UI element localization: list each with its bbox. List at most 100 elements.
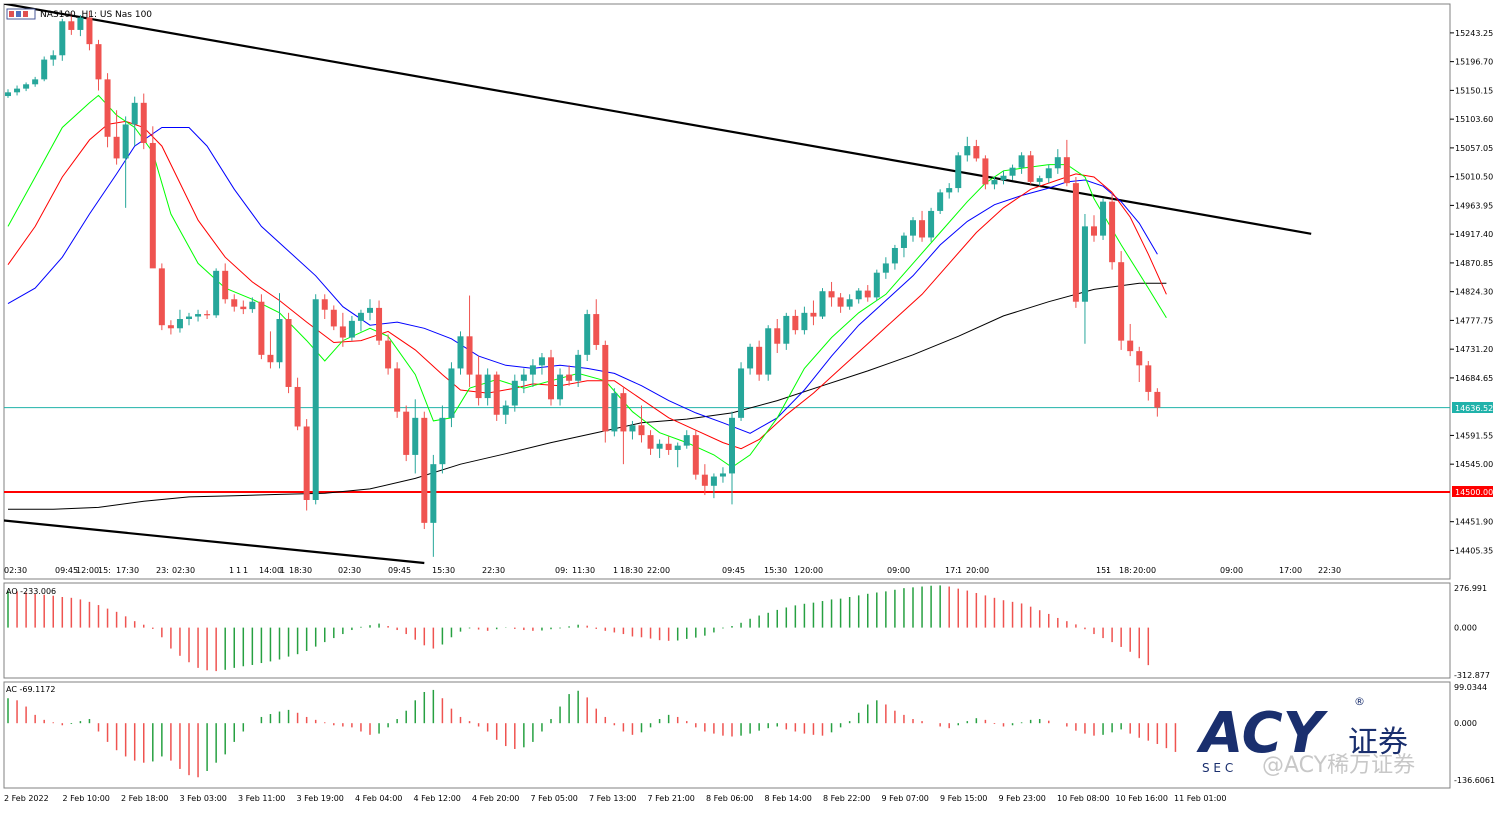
candle	[68, 12, 75, 35]
candle-body	[484, 374, 491, 399]
date-label: 11 Feb 01:00	[1174, 794, 1226, 803]
candle-body	[991, 180, 998, 185]
candle	[647, 430, 654, 455]
candle	[1127, 323, 1134, 357]
candle	[348, 315, 355, 341]
candle-body	[394, 368, 401, 412]
candle	[140, 93, 147, 150]
candle-body	[77, 17, 84, 30]
candle	[946, 183, 953, 199]
date-label: 3 Feb 19:00	[297, 794, 344, 803]
candle	[357, 309, 364, 332]
ac-frame	[3, 681, 1451, 789]
candle-body	[140, 102, 147, 143]
candle-body	[240, 306, 247, 310]
price-tick-label: 14591.55	[1455, 431, 1493, 440]
candle-body	[1036, 178, 1043, 182]
candle	[729, 411, 735, 505]
candle-body	[593, 314, 600, 345]
candle	[928, 207, 935, 242]
candle-body	[783, 315, 790, 344]
candle-body	[566, 374, 573, 381]
price-panel	[4, 4, 1450, 565]
candle	[195, 309, 202, 322]
price-tick-label: 14731.20	[1455, 345, 1493, 354]
candle-body	[493, 374, 500, 415]
candle-body	[249, 301, 256, 310]
candle-body	[846, 299, 853, 307]
time-label: 17:30	[116, 566, 139, 575]
candle	[502, 400, 509, 425]
axes: 15243.25 15196.70 15150.15 15103.60 15057.05…	[4, 29, 1495, 803]
candle	[249, 297, 256, 313]
candle	[548, 349, 554, 406]
ac-tick-label: 99.0344	[1454, 683, 1487, 692]
candle	[738, 362, 745, 421]
candle	[448, 362, 455, 428]
candle-body	[1136, 351, 1143, 366]
date-label: 7 Feb 13:00	[589, 794, 636, 803]
candle	[403, 405, 410, 462]
candle	[756, 340, 763, 381]
time-label: 09:45	[388, 566, 411, 575]
candle-body	[774, 328, 781, 344]
time-label: 22:30	[482, 566, 505, 575]
date-label: 10 Feb 16:00	[1116, 794, 1168, 803]
candle-body	[95, 44, 102, 80]
ao-panel	[7, 585, 1150, 672]
candle-body	[1054, 157, 1061, 169]
candle-body	[276, 319, 283, 363]
candle-body	[357, 312, 364, 321]
credit-text: @ACY稀万证券	[1262, 753, 1415, 778]
candle-body	[41, 59, 48, 80]
candle	[837, 293, 844, 313]
candle	[855, 288, 862, 304]
candle	[430, 454, 437, 557]
candle	[1063, 139, 1070, 187]
price-tick-label: 14917.40	[1455, 230, 1493, 239]
candle-body	[919, 220, 926, 238]
candle	[131, 96, 138, 147]
candle	[674, 442, 681, 468]
candle	[213, 268, 220, 318]
candle-body	[1127, 340, 1134, 352]
candle-body	[448, 368, 455, 418]
date-label: 8 Feb 22:00	[823, 794, 870, 803]
candle	[593, 299, 600, 350]
candle	[538, 352, 545, 375]
candle-body	[23, 84, 30, 89]
time-label: 09:45	[55, 566, 78, 575]
candle-body	[14, 88, 21, 93]
candle	[457, 331, 464, 375]
price-tick-label: 14545.00	[1455, 460, 1493, 469]
candle	[774, 319, 781, 353]
candle-body	[475, 374, 482, 399]
candle-body	[557, 374, 564, 400]
candle	[484, 368, 491, 406]
candle	[14, 85, 21, 96]
price-tick-label: 15150.15	[1455, 86, 1493, 95]
candle	[1091, 215, 1097, 242]
candle-body	[5, 92, 11, 97]
candle-body	[421, 417, 428, 523]
ao-tick-label: 0.000	[1454, 624, 1477, 633]
ac-label: AC -69.1172	[6, 685, 55, 694]
candle-body	[910, 220, 916, 236]
ac-tick-label: -136.6061	[1454, 776, 1495, 785]
current-price-tag	[1452, 402, 1493, 413]
candle	[692, 430, 699, 480]
candle-body	[339, 326, 346, 338]
candle	[149, 126, 156, 269]
candle-body	[1009, 167, 1016, 176]
date-label: 2 Feb 10:00	[63, 794, 110, 803]
window-icon-bar-c	[23, 11, 28, 17]
registered-mark: ®	[1354, 695, 1365, 708]
candle	[158, 263, 165, 331]
lower-trendline	[4, 519, 425, 565]
time-label: 15:30	[432, 566, 455, 575]
candle-body	[548, 357, 554, 400]
candle-body	[864, 290, 871, 298]
candle	[276, 293, 283, 369]
